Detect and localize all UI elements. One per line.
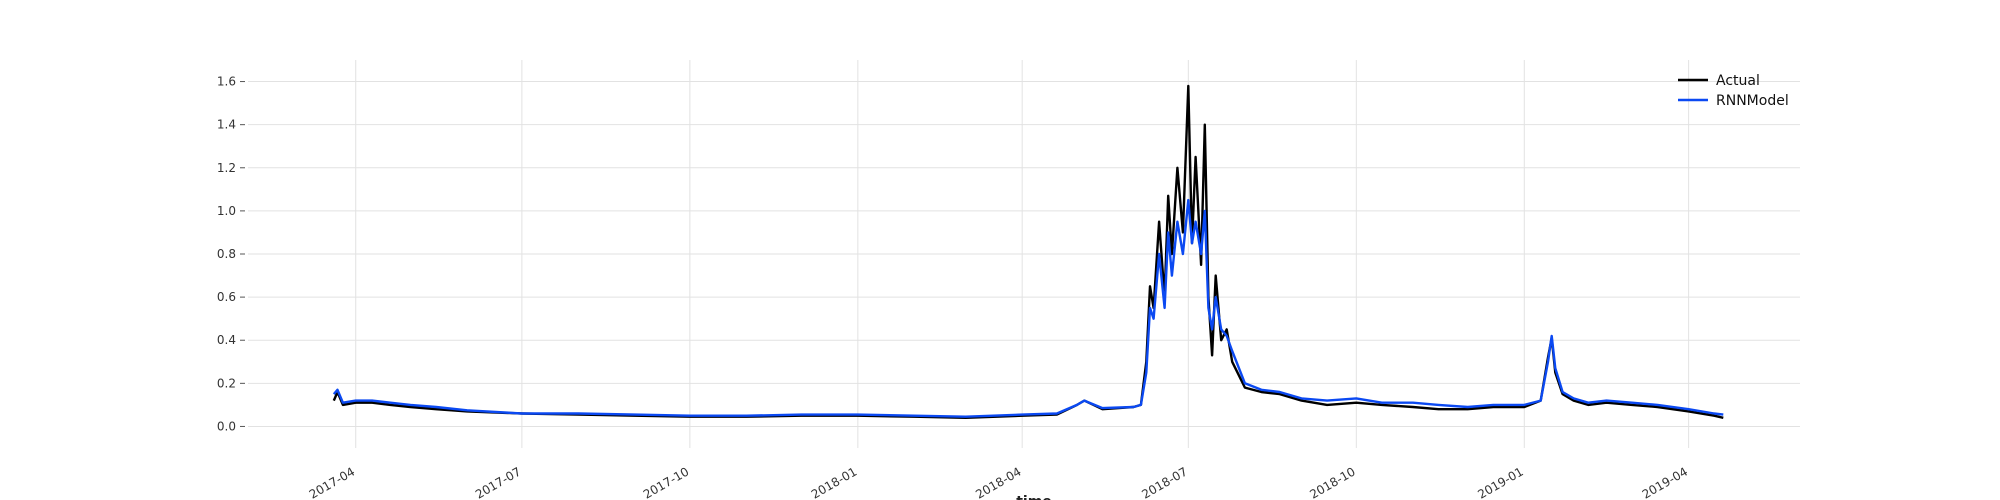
x-tick-label: 2017-07 [473, 464, 523, 500]
legend-label: Actual [1716, 73, 1760, 89]
y-tick-label: 0.0 [217, 419, 236, 433]
x-axis-title: time [1016, 494, 1052, 500]
y-tick-label: 0.2 [217, 376, 236, 390]
x-tick-label: 2017-04 [307, 464, 357, 500]
legend-label: RNNModel [1716, 93, 1789, 109]
x-tick-label: 2018-07 [1139, 464, 1189, 500]
x-tick-label: 2018-01 [809, 464, 859, 500]
y-tick-label: 0.4 [217, 333, 236, 347]
series-line-rnnmodel [332, 198, 1724, 418]
x-tick-label: 2018-10 [1307, 464, 1357, 500]
x-tick-label: 2019-04 [1640, 464, 1690, 500]
legend: Actual RNNModel [1678, 73, 1789, 109]
x-tick-label: 2019-01 [1475, 464, 1525, 500]
x-tick-label: 2017-10 [641, 464, 691, 500]
ticks: 0.0 0.2 0.4 0.6 0.8 1.0 1.2 1.4 1.6 2017-04 2017-0… [217, 75, 1690, 500]
y-tick-label: 1.6 [217, 75, 236, 89]
grid [248, 60, 1800, 448]
series-layer [332, 84, 1724, 419]
y-tick-label: 1.0 [217, 204, 236, 218]
y-tick-label: 0.6 [217, 290, 236, 304]
y-tick-label: 1.2 [217, 161, 236, 175]
series-line-actual [332, 84, 1724, 419]
y-tick-label: 1.4 [217, 118, 236, 132]
y-tick-label: 0.8 [217, 247, 236, 261]
